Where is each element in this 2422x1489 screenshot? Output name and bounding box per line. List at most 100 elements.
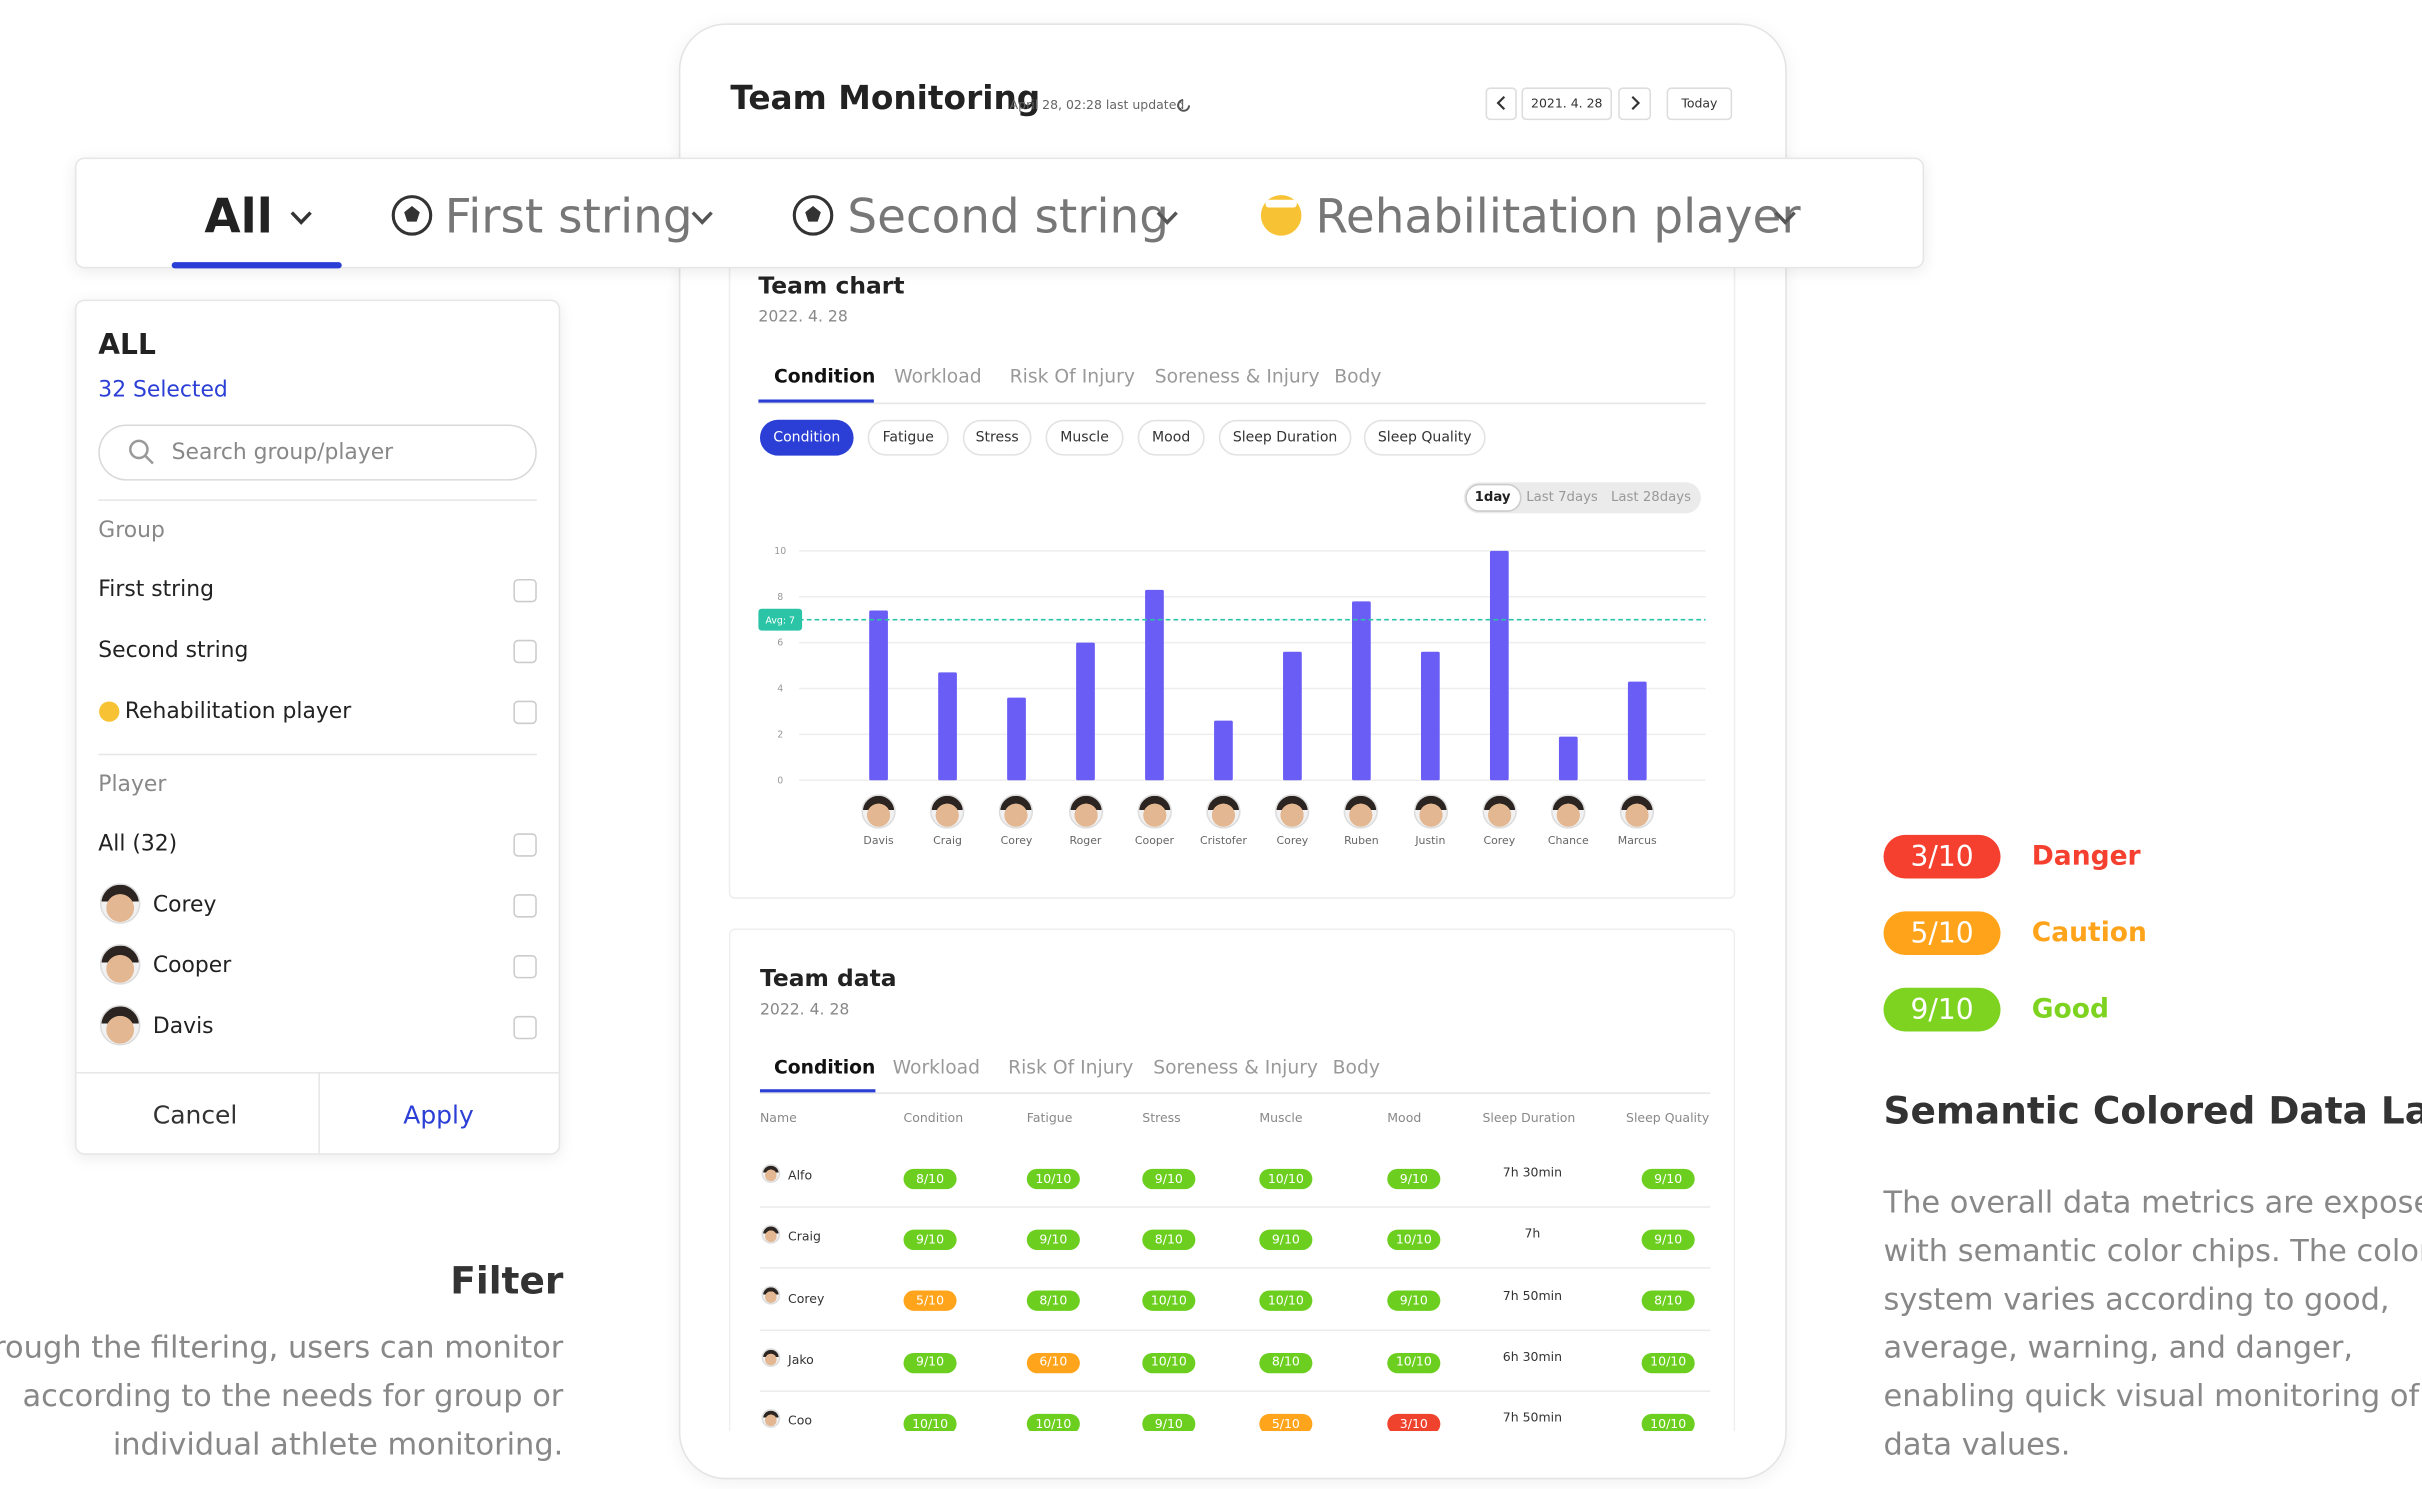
icon: [129, 439, 154, 465]
y-tick-label: 6: [777, 638, 783, 649]
checkbox[interactable]: [513, 955, 537, 979]
range-option[interactable]: Last 28days: [1610, 489, 1692, 506]
average-badge: [758, 608, 803, 631]
group-tab[interactable]: All: [204, 190, 273, 245]
status-chip: [1259, 1168, 1313, 1190]
metric-pill[interactable]: [1218, 419, 1352, 456]
range-option[interactable]: 1day: [1474, 489, 1511, 506]
metric-pill[interactable]: [759, 419, 854, 456]
legend-chip: [1883, 987, 2001, 1032]
column-header[interactable]: Mood: [1387, 1111, 1422, 1126]
column-header[interactable]: Stress: [1142, 1111, 1181, 1126]
checkbox[interactable]: [513, 833, 537, 857]
checkbox[interactable]: [513, 894, 537, 918]
column-header[interactable]: Fatigue: [1026, 1111, 1073, 1126]
checkbox[interactable]: [513, 700, 537, 725]
chip-label: 8/10: [1271, 1354, 1300, 1370]
group-tab[interactable]: First string: [444, 190, 693, 245]
date-box[interactable]: [1521, 87, 1612, 121]
avatar: [1275, 794, 1310, 829]
checkbox[interactable]: [513, 1015, 537, 1040]
icon: [290, 211, 312, 225]
checkbox[interactable]: [513, 639, 537, 664]
bar: [1145, 589, 1164, 781]
search-box[interactable]: [98, 424, 537, 481]
avatar: [761, 1347, 781, 1367]
player-option[interactable]: All (32): [98, 831, 178, 857]
last-updated: April 28, 02:28 last updated: [1009, 98, 1185, 113]
chart-tab[interactable]: Condition: [774, 364, 876, 387]
status-chip: [1142, 1291, 1196, 1312]
chart-tab[interactable]: Soreness & Injury: [1154, 364, 1320, 387]
chip-label: 9/10: [1654, 1232, 1683, 1247]
prev-button[interactable]: [1485, 87, 1517, 121]
sleep-duration: 7h 50min: [1502, 1410, 1563, 1425]
metric-label[interactable]: Muscle: [1060, 430, 1109, 446]
metric-pill[interactable]: [867, 419, 949, 456]
metric-label[interactable]: Sleep Quality: [1377, 430, 1472, 446]
next-button[interactable]: [1618, 87, 1652, 121]
avatar: [761, 1225, 781, 1245]
player-option[interactable]: Cooper: [152, 952, 232, 978]
group-option[interactable]: Second string: [98, 637, 249, 663]
avatar: [1206, 794, 1241, 829]
filter-panel: [74, 299, 561, 1155]
data-tab[interactable]: Condition: [774, 1056, 876, 1078]
column-header[interactable]: Sleep Quality: [1626, 1111, 1710, 1126]
chip-label: 9/10: [1271, 1232, 1300, 1247]
status-chip: [1387, 1168, 1441, 1190]
chip-label: 9/10: [1399, 1171, 1428, 1186]
today-button[interactable]: [1666, 87, 1733, 121]
metric-pill[interactable]: [962, 419, 1032, 456]
icon: [1774, 211, 1796, 225]
status-chip: [1641, 1352, 1695, 1373]
column-header[interactable]: Sleep Duration: [1482, 1111, 1576, 1126]
status-chip: [903, 1291, 957, 1312]
icon: [1177, 98, 1191, 112]
divider: [98, 499, 537, 501]
bar: [1283, 651, 1302, 781]
player-option[interactable]: Davis: [152, 1013, 214, 1039]
metric-pill[interactable]: [1137, 419, 1205, 456]
card-date: 2022. 4. 28: [759, 1001, 850, 1020]
apply-button[interactable]: Apply: [403, 1100, 474, 1131]
chart-tab[interactable]: Workload: [894, 364, 982, 387]
metric-label[interactable]: Mood: [1152, 430, 1191, 446]
player-option[interactable]: Corey: [152, 891, 217, 917]
group-tab[interactable]: Rehabilitation player: [1315, 190, 1801, 245]
metric-label[interactable]: Fatigue: [882, 430, 934, 446]
chip-label: 10/10: [1650, 1354, 1687, 1370]
data-tab[interactable]: Soreness & Injury: [1153, 1056, 1319, 1078]
data-tab[interactable]: Body: [1332, 1056, 1380, 1078]
cancel-button[interactable]: Cancel: [152, 1100, 238, 1131]
avatar: [1413, 794, 1448, 829]
column-header[interactable]: Muscle: [1259, 1111, 1303, 1126]
chart-tab[interactable]: Body: [1334, 364, 1382, 387]
metric-label[interactable]: Stress: [975, 430, 1019, 446]
caption-line: with semantic color chips. The color: [1883, 1233, 2422, 1270]
column-header[interactable]: Condition: [903, 1111, 964, 1126]
group-option[interactable]: Rehabilitation player: [124, 698, 352, 724]
range-active[interactable]: [1465, 483, 1522, 512]
group-option[interactable]: First string: [98, 576, 214, 602]
checkbox[interactable]: [513, 578, 537, 603]
group-tab[interactable]: Second string: [847, 190, 1169, 245]
legend-chip-label: 5/10: [1910, 917, 1974, 951]
chip-label: 9/10: [1399, 1293, 1428, 1308]
chart-tab[interactable]: Risk Of Injury: [1009, 364, 1135, 387]
data-tab[interactable]: Workload: [892, 1056, 981, 1078]
bar: [1352, 601, 1371, 781]
metric-pill[interactable]: [1045, 419, 1124, 456]
range-option[interactable]: Last 7days: [1526, 489, 1598, 506]
metric-label[interactable]: Sleep Duration: [1232, 430, 1338, 446]
data-tab[interactable]: Risk Of Injury: [1008, 1056, 1134, 1078]
metric-label[interactable]: Condition: [773, 430, 841, 446]
chip-label: 10/10: [1395, 1354, 1432, 1370]
section-heading: Player: [98, 771, 167, 797]
divider: [318, 1072, 320, 1154]
row-divider: [759, 1390, 1711, 1392]
bar: [1007, 697, 1026, 781]
tab-active-underline: [171, 262, 342, 269]
metric-pill[interactable]: [1363, 419, 1486, 456]
